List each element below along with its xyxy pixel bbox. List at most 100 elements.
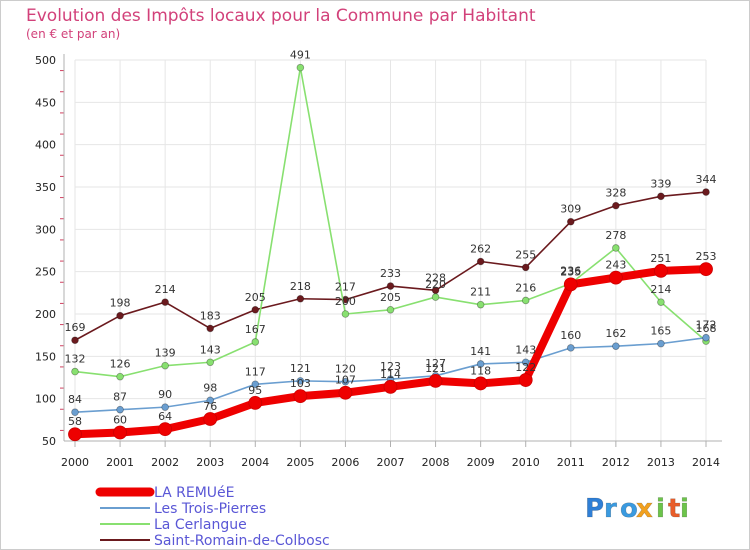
data-label: 235 — [560, 265, 581, 278]
series-point — [341, 310, 350, 318]
series-point — [657, 298, 665, 306]
data-label: 143 — [200, 343, 221, 356]
data-label: 243 — [605, 259, 626, 272]
series-point — [206, 358, 215, 367]
series-point — [654, 263, 668, 278]
series-point — [608, 270, 623, 285]
x-tick-label: 2007 — [377, 456, 405, 469]
y-tick-label: 300 — [35, 223, 56, 236]
series-point — [702, 188, 710, 196]
series-point — [563, 277, 578, 292]
y-tick-label: 500 — [35, 54, 56, 67]
series-point — [161, 361, 169, 370]
data-label: 217 — [335, 281, 356, 294]
x-tick-label: 2010 — [512, 456, 540, 469]
x-tick-label: 2009 — [467, 456, 495, 469]
data-label: 233 — [380, 267, 401, 280]
series-point — [612, 244, 620, 252]
data-label: 165 — [650, 325, 671, 338]
x-tick-label: 2001 — [106, 456, 134, 469]
data-label: 339 — [650, 177, 671, 190]
data-label: 328 — [605, 187, 626, 200]
data-label: 123 — [380, 360, 401, 373]
legend-label: La Cerlangue — [154, 517, 247, 533]
series-point — [248, 395, 263, 410]
data-label: 214 — [155, 283, 176, 296]
logo-letter: i — [656, 494, 665, 524]
series-point — [161, 298, 169, 306]
data-label: 162 — [605, 327, 626, 340]
series-point — [71, 336, 79, 345]
data-label: 216 — [515, 281, 536, 294]
series-point — [657, 339, 665, 348]
series-point — [657, 192, 665, 201]
series-point — [296, 294, 305, 303]
series-point — [428, 373, 443, 388]
data-label: 126 — [110, 358, 131, 371]
x-tick-label: 2003 — [196, 456, 224, 469]
data-label: 309 — [560, 203, 581, 216]
data-label: 143 — [515, 343, 536, 356]
data-label: 127 — [425, 357, 446, 370]
data-label: 107 — [335, 374, 356, 387]
series-point — [338, 385, 353, 400]
x-tick-label: 2012 — [602, 456, 630, 469]
series-point — [521, 296, 530, 305]
data-label: 168 — [696, 322, 717, 335]
data-label: 262 — [470, 243, 491, 256]
series-point — [612, 342, 620, 350]
series-point — [476, 257, 485, 266]
series-point — [473, 376, 488, 391]
legend-label: Les Trois-Pierres — [154, 501, 266, 517]
series-point — [296, 63, 305, 72]
data-label: 117 — [245, 365, 266, 378]
data-label: 251 — [650, 252, 671, 265]
data-label: 211 — [470, 286, 491, 299]
x-tick-label: 2002 — [151, 456, 179, 469]
series-point — [293, 389, 308, 404]
data-label: 236 — [560, 265, 581, 278]
series-point — [116, 311, 124, 320]
series-point — [116, 405, 124, 414]
series-point — [251, 305, 260, 314]
series-point — [566, 344, 575, 352]
series-point — [476, 300, 485, 309]
y-tick-label: 400 — [35, 139, 56, 152]
x-tick-label: 2011 — [557, 456, 585, 469]
logo-letter: t — [668, 494, 680, 524]
series-point — [518, 373, 533, 387]
data-label: 278 — [605, 229, 626, 242]
data-label: 132 — [65, 353, 86, 366]
series-point — [251, 380, 260, 389]
series-point — [161, 403, 169, 411]
y-tick-label: 350 — [35, 181, 56, 194]
data-label: 103 — [290, 377, 311, 390]
logo-letter: r — [604, 494, 617, 524]
y-tick-label: 150 — [35, 350, 56, 363]
data-label: 214 — [650, 283, 671, 296]
x-tick-label: 2000 — [61, 456, 89, 469]
series-point — [71, 408, 79, 417]
axes: 50 100 150 200 250 300 350 400 450 500 2000 2001 200… — [35, 54, 722, 469]
series-point — [431, 293, 440, 301]
data-label: 121 — [425, 362, 446, 375]
series-point — [702, 333, 710, 342]
data-label: 172 — [696, 319, 717, 332]
x-tick-label: 2005 — [286, 456, 314, 469]
series-point — [206, 396, 215, 405]
x-tick-label: 2013 — [647, 456, 675, 469]
data-label: 344 — [696, 173, 717, 186]
data-label: 114 — [380, 368, 401, 381]
y-tick-label: 200 — [35, 308, 56, 321]
data-label: 491 — [290, 49, 311, 62]
series-point — [113, 425, 127, 440]
data-label: 255 — [515, 248, 536, 261]
chart-title: Evolution des Impôts locaux pour la Comm… — [26, 6, 536, 26]
series-point — [476, 360, 485, 368]
data-label: 198 — [110, 297, 131, 310]
series-point — [203, 412, 218, 426]
